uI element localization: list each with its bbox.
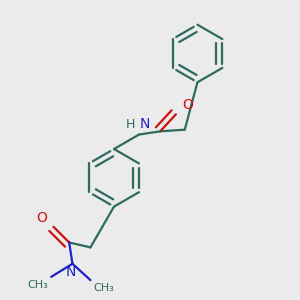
Text: H: H <box>126 118 135 131</box>
Text: CH₃: CH₃ <box>94 284 115 293</box>
Text: O: O <box>37 211 48 225</box>
Text: N: N <box>140 117 150 131</box>
Text: CH₃: CH₃ <box>27 280 48 290</box>
Text: O: O <box>182 98 193 112</box>
Text: N: N <box>66 266 76 279</box>
